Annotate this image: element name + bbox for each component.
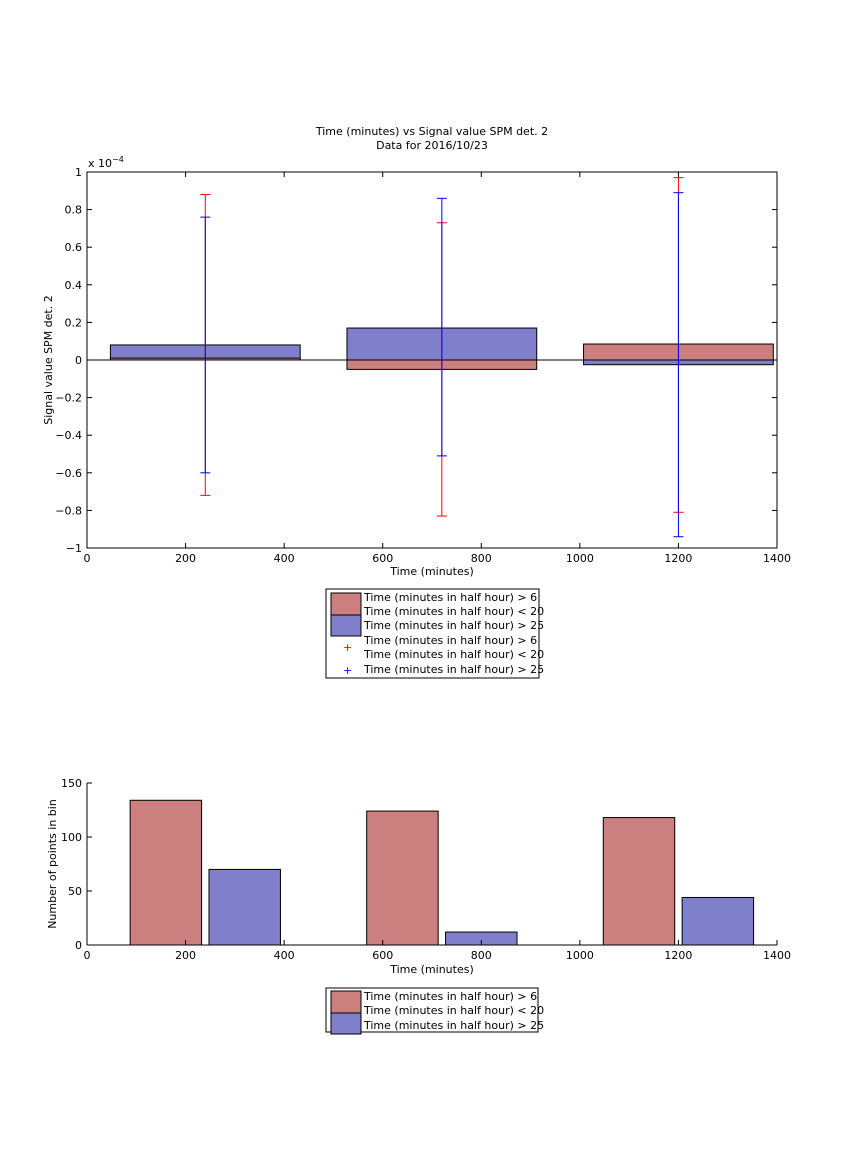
x-tick-label: 200 bbox=[175, 949, 196, 962]
y-tick-label: 150 bbox=[61, 777, 82, 790]
x-tick-label: 400 bbox=[274, 552, 295, 565]
y-tick-label: 0 bbox=[75, 354, 82, 367]
legend-label: Time (minutes in half hour) < 20 bbox=[363, 605, 544, 618]
legend-marker-red-plus: + bbox=[343, 641, 352, 654]
legend-label: Time (minutes in half hour) > 6 bbox=[363, 634, 537, 647]
y-tick-label: −1 bbox=[66, 542, 82, 555]
x-tick-label: 1400 bbox=[763, 552, 791, 565]
y-tick-label: −0.2 bbox=[55, 392, 82, 405]
x-tick-label: 800 bbox=[471, 949, 492, 962]
legend-swatch-blue-bar bbox=[330, 614, 362, 637]
count-chart: 0 200 400 600 800 1000 1200 1400 0 50 100 150 Time … bbox=[46, 777, 791, 976]
legend-label: Time (minutes in half hour) > 6 bbox=[363, 990, 537, 1003]
legend-label: Time (minutes in half hour) > 25 bbox=[363, 663, 544, 676]
legend-label: Time (minutes in half hour) > 25 bbox=[363, 1019, 544, 1032]
bar bbox=[129, 799, 203, 946]
bar bbox=[366, 810, 439, 946]
bar bbox=[681, 896, 755, 946]
y-axis-label: Number of points in bin bbox=[46, 799, 59, 929]
count-plot-area: 0 200 400 600 800 1000 1200 1400 0 50 100 150 bbox=[61, 777, 791, 962]
x-tick-label: 0 bbox=[84, 949, 91, 962]
x-tick-label: 1000 bbox=[566, 552, 594, 565]
x-tick-label: 1000 bbox=[566, 949, 594, 962]
y-tick-label: −0.8 bbox=[55, 504, 82, 517]
bar bbox=[208, 868, 281, 946]
y-tick-label: 100 bbox=[61, 831, 82, 844]
x-axis-label: Time (minutes) bbox=[389, 963, 474, 976]
x-tick-label: 600 bbox=[372, 949, 393, 962]
legend-swatch-red-bar bbox=[330, 592, 362, 617]
y-tick-label: 0.6 bbox=[65, 241, 83, 254]
legend-label: Time (minutes in half hour) < 20 bbox=[363, 1004, 544, 1017]
legend-marker-blue-plus: + bbox=[343, 664, 352, 677]
y-tick-label: −0.4 bbox=[55, 429, 82, 442]
y-tick-label: 0.2 bbox=[65, 316, 83, 329]
y-axis-label: Signal value SPM det. 2 bbox=[42, 295, 55, 425]
x-tick-label: 1400 bbox=[763, 949, 791, 962]
legend-label: Time (minutes in half hour) < 20 bbox=[363, 648, 544, 661]
y-tick-label: 0.4 bbox=[65, 279, 83, 292]
x-tick-label: 1200 bbox=[664, 552, 692, 565]
x-axis-label: Time (minutes) bbox=[389, 565, 474, 578]
legend-swatch-blue-bar bbox=[330, 1012, 362, 1035]
y-tick-label: 1 bbox=[75, 166, 82, 179]
y-tick-label: 0 bbox=[75, 939, 82, 952]
count-legend: Time (minutes in half hour) > 6 Time (mi… bbox=[325, 987, 544, 1035]
y-exponent-label: x 10−4 bbox=[88, 155, 124, 170]
chart-title: Time (minutes) vs Signal value SPM det. … bbox=[315, 125, 548, 138]
legend-label: Time (minutes in half hour) > 25 bbox=[363, 619, 544, 632]
x-tick-label: 0 bbox=[84, 552, 91, 565]
x-tick-label: 800 bbox=[471, 552, 492, 565]
bar bbox=[602, 817, 676, 946]
x-tick-label: 1200 bbox=[664, 949, 692, 962]
signal-plot-area: 0 200 400 600 800 1000 1200 1400 −1 −0.8 −0.6 −0.4 −… bbox=[55, 166, 791, 565]
y-tick-label: −0.6 bbox=[55, 467, 82, 480]
y-tick-label: 50 bbox=[68, 885, 82, 898]
signal-chart: Time (minutes) vs Signal value SPM det. … bbox=[42, 125, 791, 578]
x-tick-label: 600 bbox=[372, 552, 393, 565]
legend-label: Time (minutes in half hour) > 6 bbox=[363, 591, 537, 604]
legend-swatch-red-bar bbox=[330, 990, 362, 1015]
chart-subtitle: Data for 2016/10/23 bbox=[376, 139, 488, 152]
x-tick-label: 400 bbox=[274, 949, 295, 962]
x-tick-label: 200 bbox=[175, 552, 196, 565]
y-tick-label: 0.8 bbox=[65, 204, 83, 217]
signal-legend: Time (minutes in half hour) > 6 Time (mi… bbox=[325, 588, 544, 679]
